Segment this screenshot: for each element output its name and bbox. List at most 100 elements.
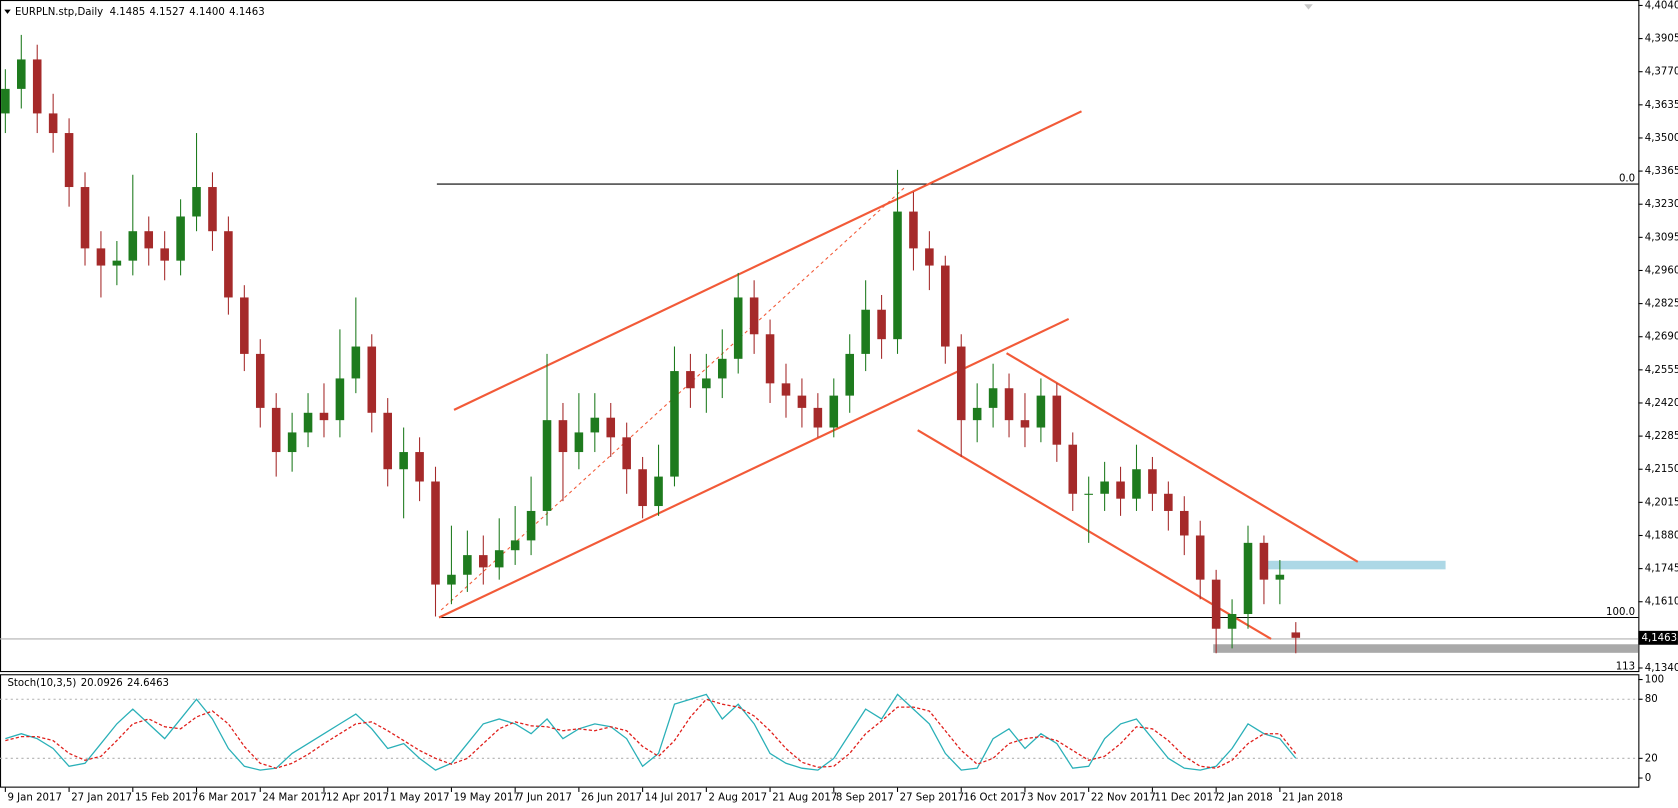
stoch-header: Stoch(10,3,5) 20.0926 24.6463 (7, 678, 169, 689)
stoch-signal-value: 24.6463 (127, 678, 169, 689)
candle-body (17, 59, 26, 89)
candle-body (845, 353, 855, 396)
candle-body (733, 297, 743, 359)
y-tick-label: 4,3500 (1645, 133, 1678, 144)
candle-body (510, 540, 520, 551)
shift-marker (1304, 4, 1313, 10)
candle-body (463, 555, 472, 575)
candle-body (367, 346, 377, 413)
x-tick-label: 14 Jul 2017 (645, 792, 703, 803)
candle-body (526, 510, 536, 541)
y-tick-label: 100 (1645, 675, 1664, 686)
y-tick-label: 4,3230 (1645, 199, 1678, 210)
candle-body (1004, 388, 1014, 421)
y-tick-label: 4,2420 (1645, 398, 1678, 409)
price-tag-label: 4,1463 (1642, 633, 1678, 644)
candle-body (893, 211, 902, 340)
y-tick-label: 4,2285 (1645, 431, 1678, 442)
candle-body (1100, 481, 1109, 494)
high-value: 4.1527 (149, 7, 185, 18)
candle-body (813, 407, 823, 428)
y-tick-label: 4,1880 (1645, 530, 1678, 541)
candle-body (319, 412, 329, 421)
chart-header: EURPLN.stp,Daily 4.1485 4.1527 4.1400 4.1463 (15, 7, 265, 18)
y-tick-label: 4,2150 (1645, 464, 1678, 475)
candle-body (1, 88, 10, 114)
candle-body (208, 187, 217, 232)
candle-body (861, 309, 870, 354)
y-tick-label: 4,2015 (1645, 497, 1678, 508)
low-value: 4.1400 (189, 7, 225, 18)
candle-body (1291, 632, 1301, 638)
candle-body (972, 407, 982, 421)
x-tick-label: 27 Jan 2017 (71, 792, 132, 803)
candle-body (909, 211, 918, 249)
candle-body (176, 216, 185, 261)
trendline (453, 110, 1082, 411)
x-tick-label: 15 Feb 2017 (135, 792, 198, 803)
x-tick-label: 11 Dec 2017 (1155, 792, 1220, 803)
symbol: EURPLN.stp,Daily (15, 7, 103, 18)
support-zone (1213, 644, 1639, 653)
y-tick-label: 4,2960 (1645, 265, 1678, 276)
trendline (440, 186, 906, 611)
y-tick-label: 4,3770 (1645, 67, 1678, 78)
candle-body (1132, 469, 1141, 499)
candle-body (303, 412, 313, 433)
candle-body (1164, 493, 1173, 511)
open-value: 4.1485 (110, 7, 146, 18)
x-tick-label: 1 May 2017 (390, 792, 450, 803)
candle-body (686, 371, 695, 389)
candle-body (1052, 395, 1062, 445)
y-tick-label: 4,4040 (1645, 0, 1678, 11)
x-tick-label: 26 Jun 2017 (581, 792, 642, 803)
candle-body (160, 248, 169, 261)
x-tick-label: 6 Mar 2017 (199, 792, 257, 803)
y-tick-label: 4,2825 (1645, 299, 1678, 310)
candle-body (590, 417, 600, 433)
candle-body (702, 378, 711, 389)
candle-body (1195, 535, 1205, 580)
candle-body (494, 550, 504, 568)
candle-body (1116, 481, 1125, 499)
candle-body (96, 248, 106, 266)
price-tag (1638, 630, 1678, 645)
y-tick-label: 4,2555 (1645, 365, 1678, 376)
candle-body (48, 113, 58, 134)
y-tick-label: 80 (1645, 694, 1658, 705)
candle-body (638, 469, 647, 507)
candle-body (781, 383, 791, 396)
x-tick-label: 2 Jan 2018 (1218, 792, 1272, 803)
candle-body (112, 260, 122, 266)
candle-body (351, 346, 361, 379)
x-tick-label: 27 Sep 2017 (900, 792, 964, 803)
candle-body (717, 358, 727, 379)
candle-body (1020, 420, 1030, 428)
candle-body (399, 452, 408, 470)
stoch-line (5, 693, 1297, 771)
candle-body (606, 417, 616, 438)
candle-body (877, 309, 886, 340)
fib-label: 0.0 (1619, 174, 1635, 185)
candle-body (574, 432, 584, 453)
candle-body (255, 353, 265, 408)
stoch-line (5, 698, 1297, 769)
stoch-title: Stoch(10,3,5) (7, 678, 76, 689)
candle-body (829, 395, 839, 428)
candle-body (415, 452, 424, 482)
resistance-zone (1263, 560, 1446, 570)
candle-body (1227, 614, 1237, 629)
candle-body (1036, 395, 1046, 428)
y-tick-label: 4,3635 (1645, 100, 1678, 111)
candle-body (32, 59, 42, 114)
x-tick-label: 9 Jan 2017 (7, 792, 61, 803)
candle-body (654, 476, 663, 507)
candle-body (80, 187, 90, 249)
candle-body (287, 432, 297, 453)
y-tick-label: 4,1745 (1645, 564, 1678, 575)
candle-body (749, 297, 759, 335)
